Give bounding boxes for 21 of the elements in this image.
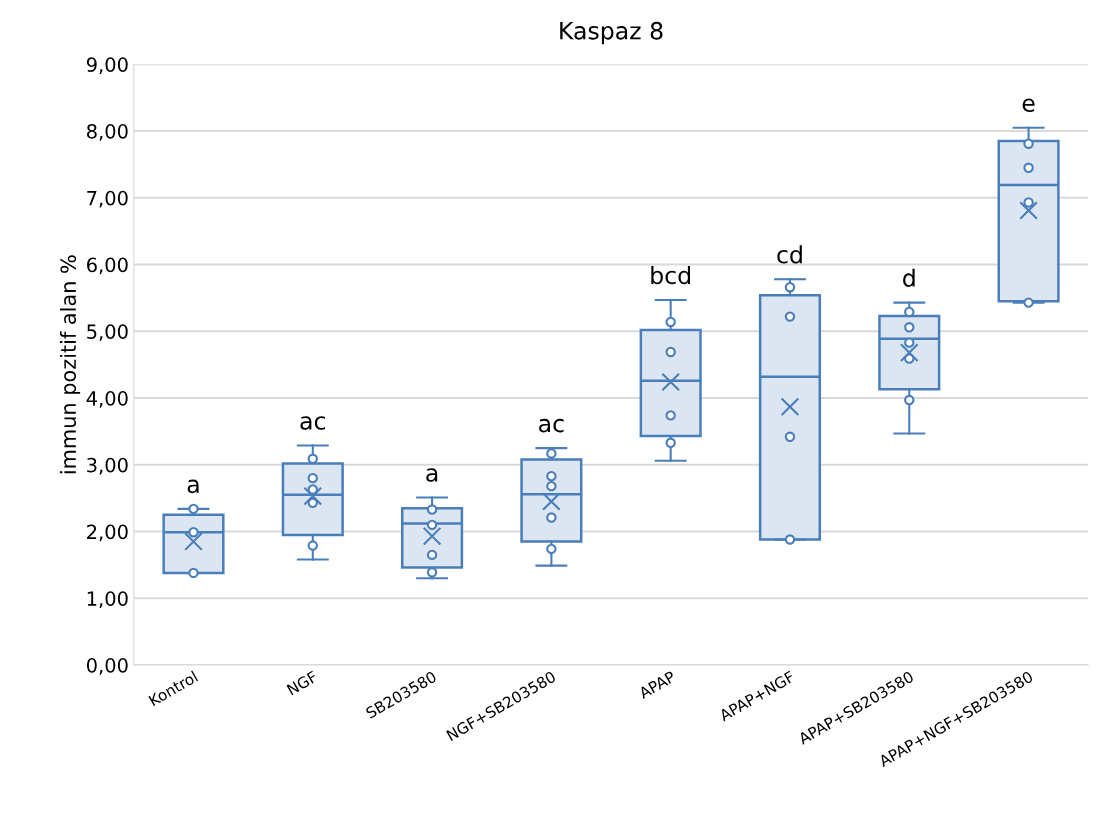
y-tick-label: 3,00 [87,457,128,475]
annotation: ac [539,418,564,433]
annotation: a [187,479,199,494]
y-tick-label: 5,00 [87,324,128,341]
annotation: e [1022,98,1035,113]
y-tick-label: 4,00 [86,391,128,408]
chart-title: Kaspaz 8 [560,21,663,45]
y-tick-label: 2,00 [87,524,128,542]
x-tick-label: NGF [286,670,318,696]
y-tick-label: 1,00 [87,591,128,608]
y-tick-label: 7,00 [87,190,128,208]
y-tick-label: 0,00 [86,657,128,675]
annotation: ac [300,416,326,430]
y-tick-label: 9,00 [86,57,128,74]
annotation: a [426,468,438,482]
annotation: d [903,268,915,287]
y-tick-label: 6,00 [87,257,128,275]
annotation: cd [777,245,802,264]
y-axis-title: immun pozitif alan % [59,255,81,474]
annotation: bcd [651,265,691,285]
y-tick-label: 8,00 [87,124,128,141]
